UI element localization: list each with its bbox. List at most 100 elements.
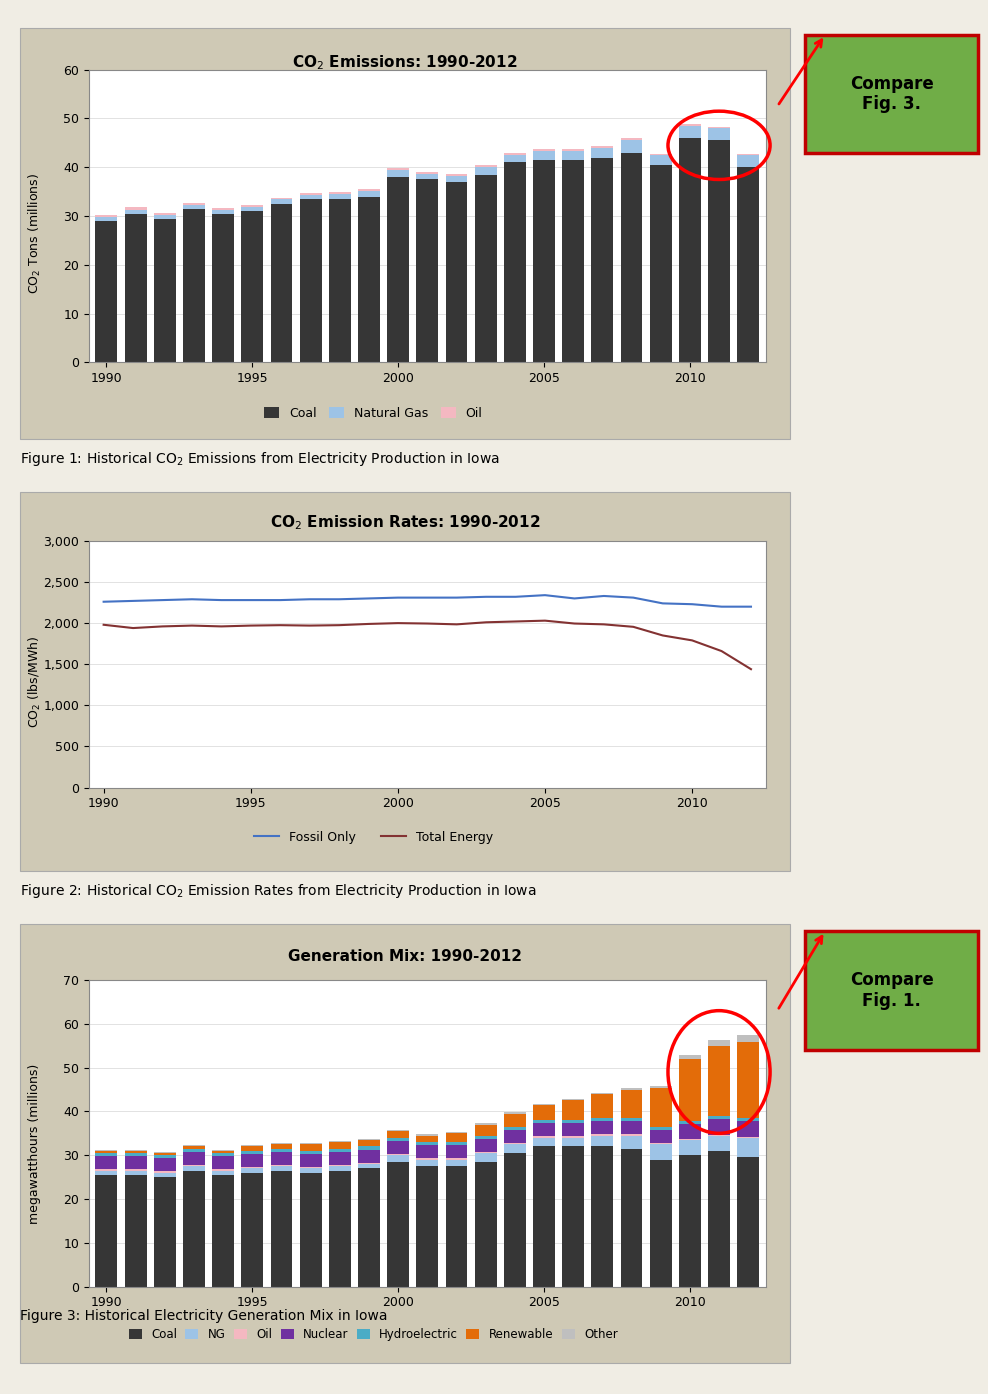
- Bar: [679, 1055, 700, 1059]
- Fossil Only: [127, 592, 139, 609]
- Total Energy: [275, 616, 287, 633]
- Bar: [737, 167, 759, 362]
- Bar: [212, 208, 234, 209]
- Bar: [504, 1129, 526, 1143]
- Bar: [679, 138, 700, 362]
- Bar: [299, 1151, 321, 1154]
- Bar: [96, 1151, 118, 1153]
- Bar: [708, 1117, 730, 1119]
- Bar: [124, 1175, 146, 1287]
- Bar: [650, 1131, 672, 1143]
- Text: Compare
Fig. 3.: Compare Fig. 3.: [850, 75, 934, 113]
- Bar: [96, 215, 118, 217]
- Bar: [154, 219, 176, 362]
- Bar: [124, 209, 146, 213]
- Text: Figure 2: Historical CO$_2$ Emission Rates from Electricity Production in Iowa: Figure 2: Historical CO$_2$ Emission Rat…: [20, 882, 536, 901]
- Bar: [183, 205, 205, 209]
- Bar: [154, 213, 176, 215]
- Bar: [241, 1146, 263, 1151]
- Bar: [241, 1151, 263, 1154]
- Bar: [271, 1151, 292, 1165]
- Bar: [534, 1121, 555, 1124]
- Bar: [650, 1086, 672, 1087]
- Bar: [329, 1171, 351, 1287]
- Bar: [534, 1146, 555, 1287]
- Bar: [737, 1041, 759, 1118]
- Fossil Only: [715, 598, 727, 615]
- Fossil Only: [422, 590, 434, 606]
- Total Energy: [745, 661, 757, 677]
- Legend: Coal, NG, Oil, Nuclear, Hydroelectric, Renewable, Other: Coal, NG, Oil, Nuclear, Hydroelectric, R…: [124, 1323, 622, 1345]
- Bar: [212, 209, 234, 213]
- Text: CO$_2$ Emissions: 1990-2012: CO$_2$ Emissions: 1990-2012: [292, 53, 518, 71]
- Bar: [387, 177, 409, 362]
- Bar: [534, 151, 555, 160]
- Total Energy: [333, 616, 345, 633]
- Bar: [241, 1154, 263, 1167]
- Bar: [299, 192, 321, 195]
- Total Energy: [598, 616, 610, 633]
- Bar: [124, 1151, 146, 1153]
- Text: CO$_2$ (lbs/MWh): CO$_2$ (lbs/MWh): [27, 636, 42, 728]
- Bar: [387, 1131, 409, 1138]
- Bar: [299, 195, 321, 199]
- Bar: [124, 213, 146, 362]
- Bar: [329, 192, 351, 194]
- Bar: [650, 1144, 672, 1160]
- Fossil Only: [303, 591, 315, 608]
- Bar: [650, 1087, 672, 1128]
- Total Energy: [422, 615, 434, 631]
- Text: Figure 1: Historical CO$_2$ Emissions from Electricity Production in Iowa: Figure 1: Historical CO$_2$ Emissions fr…: [20, 450, 500, 468]
- Bar: [737, 1122, 759, 1138]
- Bar: [416, 1144, 439, 1158]
- Bar: [358, 1146, 380, 1150]
- Bar: [474, 1139, 497, 1151]
- Bar: [387, 170, 409, 177]
- Bar: [299, 1144, 321, 1151]
- Fossil Only: [657, 595, 669, 612]
- Bar: [534, 1124, 555, 1136]
- Total Energy: [186, 618, 198, 634]
- Bar: [679, 1156, 700, 1287]
- Bar: [474, 167, 497, 174]
- Fossil Only: [333, 591, 345, 608]
- Bar: [708, 127, 730, 128]
- Fossil Only: [156, 591, 168, 608]
- Bar: [358, 191, 380, 197]
- Bar: [154, 1158, 176, 1171]
- Bar: [474, 1153, 497, 1161]
- Bar: [124, 1171, 146, 1175]
- Bar: [124, 1156, 146, 1170]
- Bar: [446, 1167, 467, 1287]
- Fossil Only: [451, 590, 462, 606]
- Total Energy: [451, 616, 462, 633]
- Bar: [154, 1156, 176, 1158]
- Bar: [271, 204, 292, 362]
- Total Energy: [245, 618, 257, 634]
- Bar: [679, 1124, 700, 1139]
- Bar: [708, 1136, 730, 1151]
- Bar: [387, 1140, 409, 1154]
- Bar: [504, 162, 526, 362]
- Total Energy: [510, 613, 522, 630]
- Bar: [271, 1171, 292, 1287]
- Bar: [358, 197, 380, 362]
- Bar: [241, 1172, 263, 1287]
- Bar: [679, 125, 700, 138]
- Bar: [592, 1118, 614, 1121]
- Text: Figure 3: Historical Electricity Generation Mix in Iowa: Figure 3: Historical Electricity Generat…: [20, 1309, 387, 1323]
- Fossil Only: [568, 590, 580, 606]
- Bar: [446, 1133, 467, 1142]
- Text: CO$_2$ Tons (millions): CO$_2$ Tons (millions): [27, 173, 42, 294]
- Fossil Only: [745, 598, 757, 615]
- Bar: [358, 1150, 380, 1163]
- Bar: [679, 124, 700, 125]
- Bar: [96, 1171, 118, 1175]
- Bar: [592, 1121, 614, 1135]
- Text: CO$_2$ Emission Rates: 1990-2012: CO$_2$ Emission Rates: 1990-2012: [270, 513, 540, 531]
- Legend: Fossil Only, Total Energy: Fossil Only, Total Energy: [249, 825, 498, 849]
- Bar: [271, 1167, 292, 1171]
- Bar: [329, 199, 351, 362]
- Total Energy: [392, 615, 404, 631]
- Bar: [241, 205, 263, 208]
